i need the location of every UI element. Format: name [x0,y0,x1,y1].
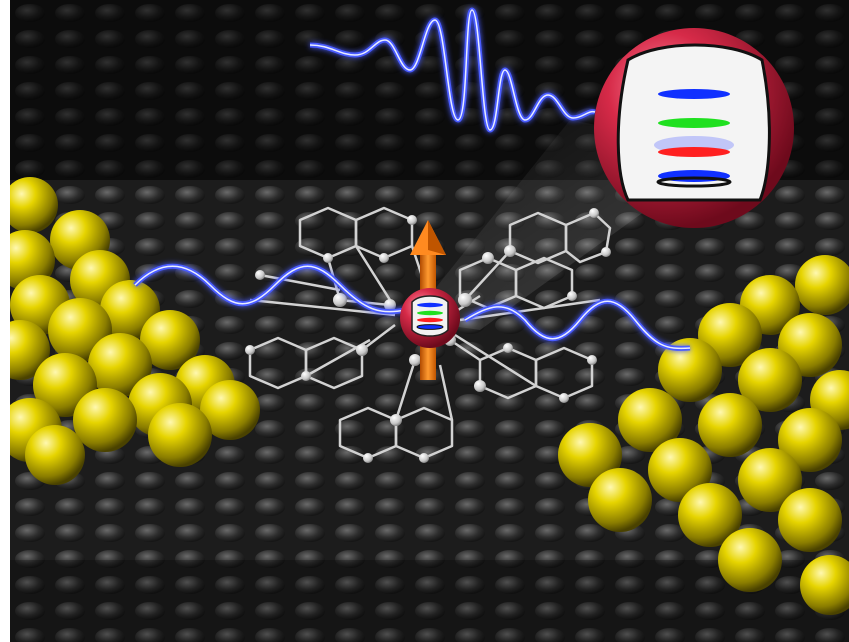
scene-svg [10,0,849,642]
illustration-frame [10,0,849,642]
level-black [656,176,732,188]
level-red [658,147,730,157]
left-gold-electrode [10,177,260,485]
level-green [658,118,730,128]
central-metal-ion [400,288,460,348]
right-gold-electrode [558,255,849,615]
level-blue-top [658,89,730,99]
energy-level-diagram [594,28,794,228]
